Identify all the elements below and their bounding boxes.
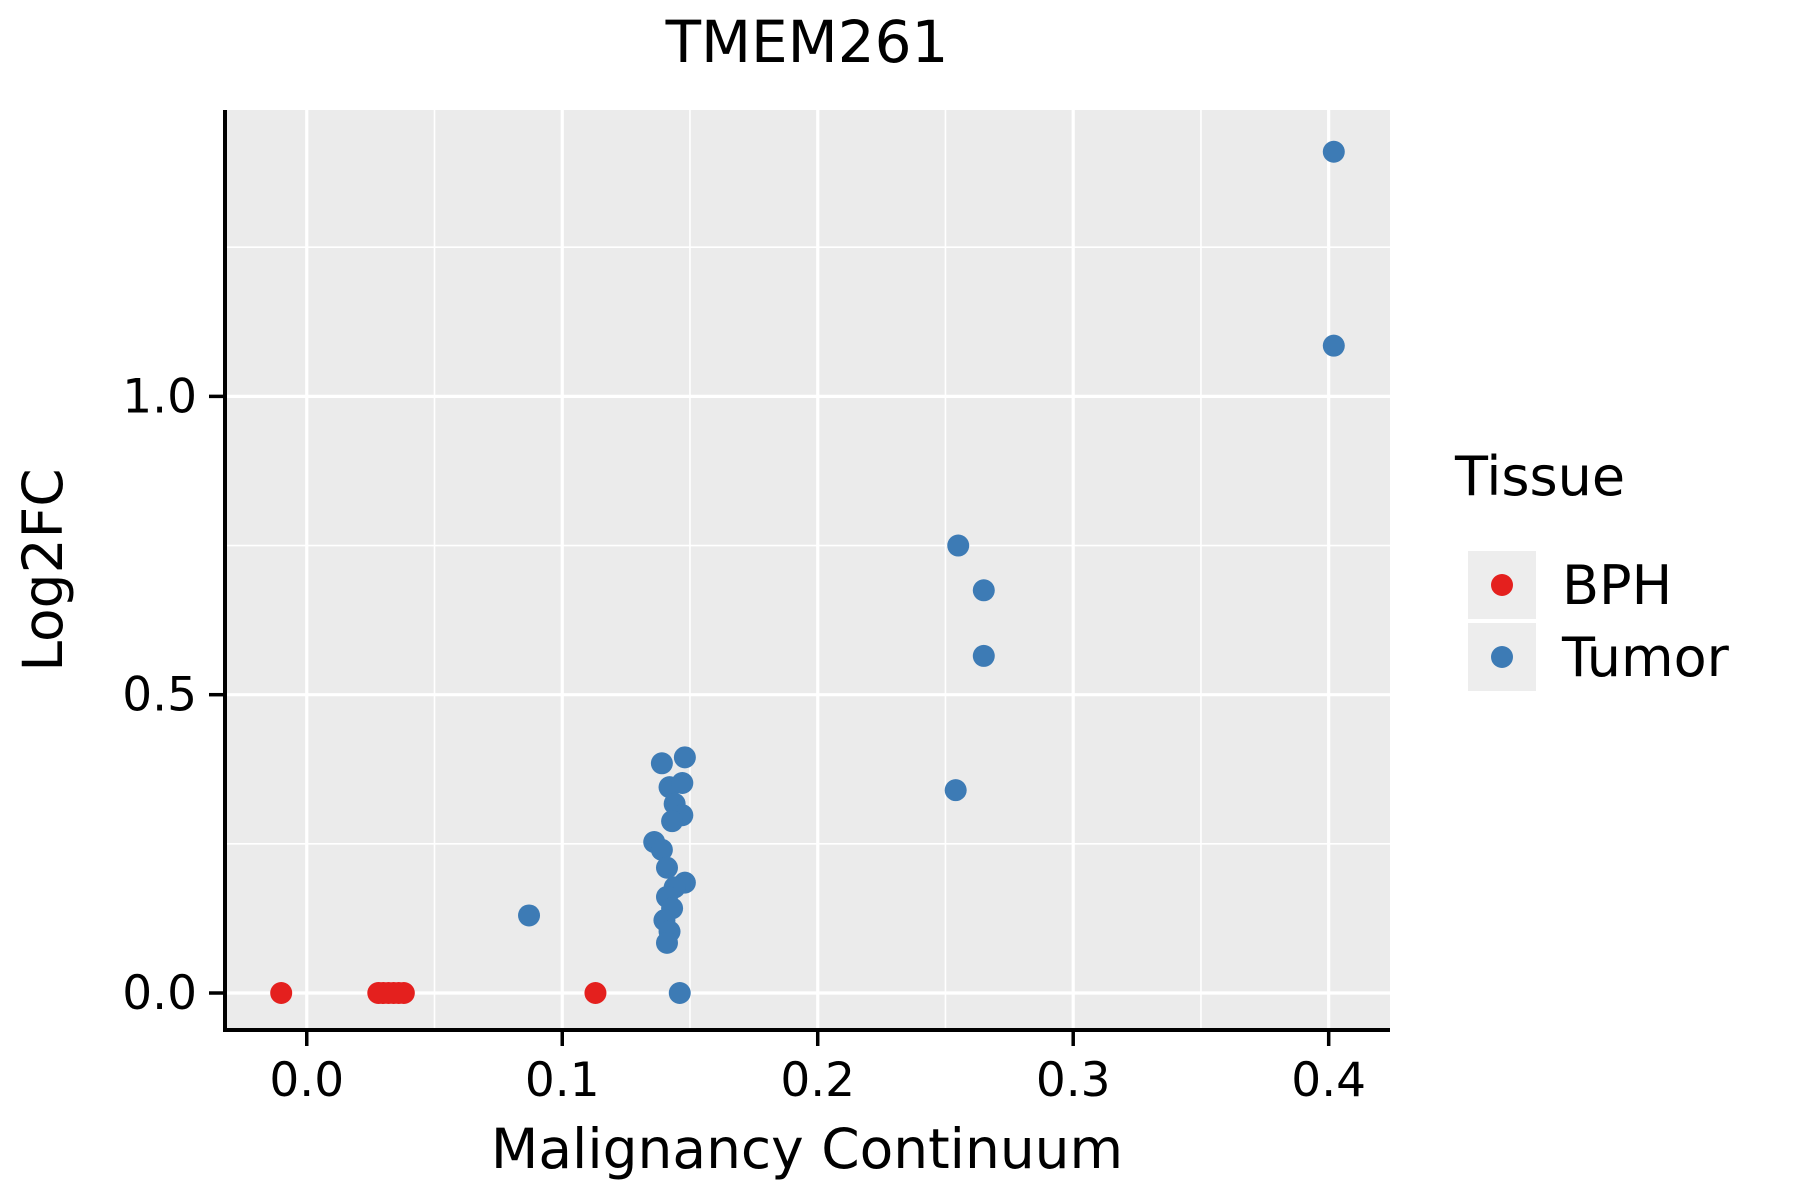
y-tick-label: 1.0 xyxy=(122,369,197,424)
data-point-tumor xyxy=(655,856,678,879)
legend-label-bph: BPH xyxy=(1562,554,1672,617)
plot-panel-background xyxy=(225,110,1390,1030)
chart-title: TMEM261 xyxy=(665,8,949,76)
data-point-tumor xyxy=(671,771,694,794)
x-tick-label: 0.2 xyxy=(780,1053,855,1108)
legend-entry-tumor: Tumor xyxy=(1468,623,1730,691)
data-point-bph xyxy=(584,982,607,1005)
x-tick-label: 0.0 xyxy=(269,1053,344,1108)
data-point-bph xyxy=(392,982,415,1005)
y-axis-title: Log2FC xyxy=(11,468,75,671)
x-tick-label: 0.4 xyxy=(1291,1053,1366,1108)
legend-marker-bph xyxy=(1491,574,1513,596)
legend: Tissue BPH Tumor xyxy=(1454,445,1730,691)
axis-ticks xyxy=(209,394,1331,1046)
data-point-tumor xyxy=(1322,140,1345,163)
minor-gridlines xyxy=(225,110,1390,1030)
data-point-tumor xyxy=(944,779,967,802)
data-point-tumor xyxy=(1322,334,1345,357)
major-gridlines xyxy=(225,110,1390,1030)
data-point-tumor xyxy=(673,746,696,769)
data-point-tumor xyxy=(972,644,995,667)
data-point-tumor xyxy=(972,579,995,602)
y-tick-label: 0.0 xyxy=(122,966,197,1021)
y-tick-label: 0.5 xyxy=(122,668,197,723)
data-point-tumor xyxy=(668,982,691,1005)
legend-marker-tumor xyxy=(1491,646,1513,668)
x-tick-label: 0.3 xyxy=(1036,1053,1111,1108)
data-point-tumor xyxy=(650,838,673,861)
data-point-bph xyxy=(270,982,293,1005)
data-point-tumor xyxy=(518,904,541,927)
data-points-layer xyxy=(270,140,1345,1005)
axis-tick-labels: 0.0 0.1 0.2 0.3 0.4 0.0 0.5 1.0 xyxy=(122,369,1366,1108)
data-point-tumor xyxy=(947,534,970,557)
x-tick-label: 0.1 xyxy=(525,1053,600,1108)
x-axis-title: Malignancy Continuum xyxy=(491,1117,1123,1181)
axis-lines xyxy=(223,110,1390,1032)
legend-entry-bph: BPH xyxy=(1468,551,1672,619)
data-point-tumor xyxy=(661,810,684,833)
legend-title: Tissue xyxy=(1454,445,1625,508)
legend-label-tumor: Tumor xyxy=(1561,626,1730,689)
data-point-tumor xyxy=(655,931,678,954)
data-point-tumor xyxy=(650,752,673,775)
